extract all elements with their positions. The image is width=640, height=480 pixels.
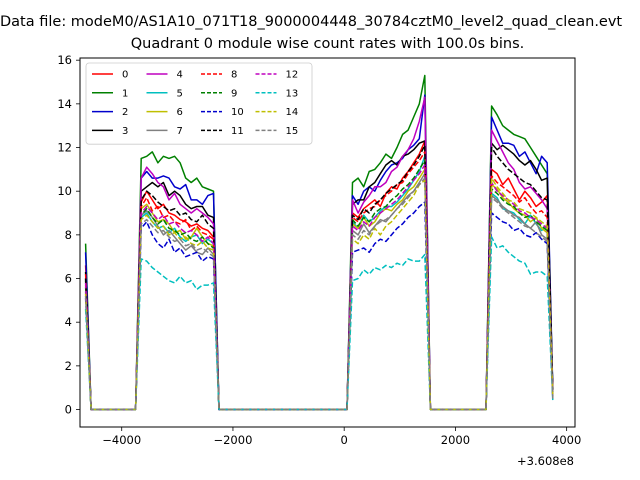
legend-label-14: 14 (286, 107, 299, 118)
y-tick-label: 10 (57, 184, 72, 198)
y-tick-label: 14 (57, 97, 72, 111)
legend-label-6: 6 (177, 107, 183, 118)
legend-label-11: 11 (231, 126, 244, 137)
y-tick-label: 16 (57, 53, 72, 67)
x-tick-label: 0 (341, 433, 348, 447)
legend-label-2: 2 (122, 107, 128, 118)
suptitle: Data file: modeM0/AS1A10_071T18_90000044… (0, 14, 623, 30)
y-tick-label: 6 (65, 272, 72, 286)
series-line-15 (84, 177, 554, 411)
legend-label-1: 1 (122, 88, 128, 99)
series-line-10 (84, 201, 554, 411)
y-tick-label: 0 (65, 403, 72, 417)
legend-label-13: 13 (286, 88, 299, 99)
y-tick-label: 12 (57, 141, 72, 155)
y-tick-label: 8 (65, 228, 72, 242)
y-tick-label: 4 (65, 315, 72, 329)
plot-frame (79, 57, 576, 428)
series-line-3 (84, 140, 554, 411)
legend-label-9: 9 (231, 88, 237, 99)
y-tick-label: 2 (65, 359, 72, 373)
x-tick-label: −2000 (213, 433, 252, 447)
x-tick-label: 2000 (441, 433, 470, 447)
legend-label-4: 4 (177, 70, 183, 81)
x-tick-label: 4000 (552, 433, 581, 447)
legend-label-15: 15 (286, 126, 299, 137)
legend-label-7: 7 (177, 126, 183, 137)
legend-label-10: 10 (231, 107, 244, 118)
legend-label-3: 3 (122, 126, 128, 137)
series-line-0 (84, 140, 554, 411)
series-line-5 (84, 155, 554, 411)
series-line-14 (84, 177, 554, 411)
x-tick-label: −4000 (102, 433, 141, 447)
legend-label-12: 12 (286, 70, 299, 81)
series-line-13 (84, 236, 554, 411)
legend-frame (85, 62, 313, 145)
series-line-9 (84, 159, 554, 411)
chart-title: Quadrant 0 module wise count rates with … (130, 36, 525, 52)
x-offset-label: +3.608e8 (517, 454, 574, 468)
legend-label-0: 0 (122, 70, 128, 81)
series-layer (84, 74, 554, 411)
series-line-12 (84, 164, 554, 411)
legend-label-5: 5 (177, 88, 183, 99)
series-line-8 (84, 151, 554, 411)
legend-label-8: 8 (231, 70, 237, 81)
